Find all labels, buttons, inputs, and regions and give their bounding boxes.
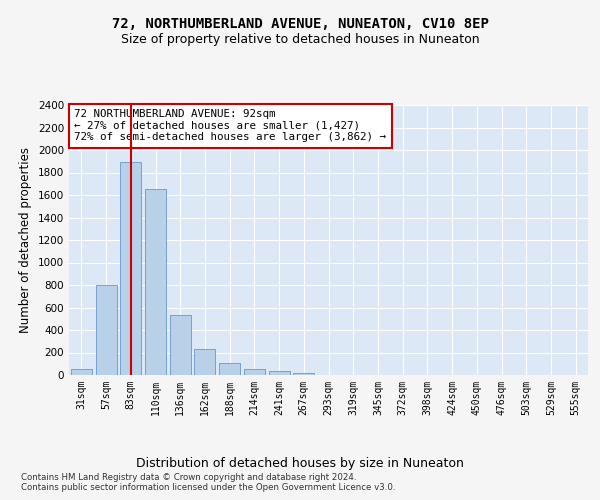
Bar bbox=[170, 316, 191, 375]
Y-axis label: Number of detached properties: Number of detached properties bbox=[19, 147, 32, 333]
Bar bbox=[71, 369, 92, 375]
Text: 72 NORTHUMBERLAND AVENUE: 92sqm
← 27% of detached houses are smaller (1,427)
72%: 72 NORTHUMBERLAND AVENUE: 92sqm ← 27% of… bbox=[74, 109, 386, 142]
Bar bbox=[120, 162, 141, 375]
Bar bbox=[145, 190, 166, 375]
Bar bbox=[219, 363, 240, 375]
Bar bbox=[269, 371, 290, 375]
Bar bbox=[95, 285, 116, 375]
Text: 72, NORTHUMBERLAND AVENUE, NUNEATON, CV10 8EP: 72, NORTHUMBERLAND AVENUE, NUNEATON, CV1… bbox=[112, 18, 488, 32]
Bar bbox=[194, 348, 215, 375]
Bar bbox=[244, 368, 265, 375]
Text: Size of property relative to detached houses in Nuneaton: Size of property relative to detached ho… bbox=[121, 32, 479, 46]
Text: Distribution of detached houses by size in Nuneaton: Distribution of detached houses by size … bbox=[136, 458, 464, 470]
Bar bbox=[293, 373, 314, 375]
Text: Contains HM Land Registry data © Crown copyright and database right 2024.
Contai: Contains HM Land Registry data © Crown c… bbox=[21, 472, 395, 492]
